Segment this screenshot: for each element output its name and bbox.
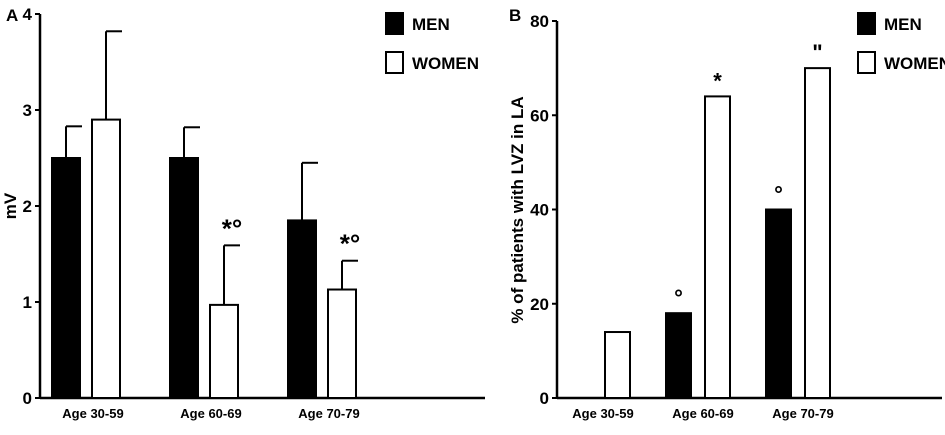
significance-marker: *° bbox=[222, 213, 243, 243]
y-tick-label: 40 bbox=[530, 201, 549, 220]
legend-swatch-women bbox=[857, 51, 876, 74]
x-tick-label: Age 60-69 bbox=[672, 406, 733, 421]
x-tick-label: Age 70-79 bbox=[772, 406, 833, 421]
y-tick-label: 2 bbox=[23, 197, 32, 216]
legend-label-women: WOMEN bbox=[412, 54, 479, 73]
legend-label-women: WOMEN bbox=[884, 54, 945, 73]
significance-marker: ° bbox=[674, 285, 683, 310]
bar-men bbox=[51, 157, 81, 399]
bar-men bbox=[169, 157, 199, 399]
legend-swatch-men bbox=[857, 12, 876, 35]
y-tick-label: 0 bbox=[540, 389, 549, 408]
y-tick-label: 80 bbox=[530, 12, 549, 31]
bar-women bbox=[327, 288, 357, 399]
y-tick-label: 4 bbox=[23, 5, 33, 24]
bar-men bbox=[765, 208, 792, 399]
legend-swatch-men bbox=[385, 12, 404, 35]
significance-marker: ° bbox=[774, 182, 783, 207]
bar-women bbox=[209, 303, 239, 400]
bar-women bbox=[91, 118, 121, 399]
bar-women bbox=[704, 95, 731, 400]
bar-women bbox=[804, 67, 831, 399]
x-tick-label: Age 30-59 bbox=[572, 406, 633, 421]
panel-letter: A bbox=[6, 6, 18, 25]
bar-men bbox=[287, 219, 317, 399]
chart-panel-b: B 0 20 40 60 80 % of patients with LVZ in LA Ag… bbox=[508, 6, 945, 421]
y-axis-label: mV bbox=[1, 192, 20, 219]
bar-men bbox=[665, 312, 692, 399]
y-tick-label: 0 bbox=[23, 389, 32, 408]
legend-label-men: MEN bbox=[412, 15, 450, 34]
y-tick-label: 3 bbox=[23, 101, 32, 120]
panel-letter: B bbox=[509, 6, 521, 25]
legend-label-men: MEN bbox=[884, 15, 922, 34]
y-axis-label: % of patients with LVZ in LA bbox=[508, 96, 527, 323]
chart-panel-a: A 0 1 2 3 4 mV Age 30-59 Age 60-69 Age 70-79 *° *° M… bbox=[1, 5, 485, 421]
significance-marker: " bbox=[812, 40, 822, 65]
y-tick-label: 60 bbox=[530, 106, 549, 125]
significance-marker: * bbox=[713, 68, 722, 93]
bar-women bbox=[604, 331, 631, 399]
y-tick-label: 20 bbox=[530, 295, 549, 314]
x-tick-label: Age 30-59 bbox=[62, 406, 123, 421]
significance-marker: *° bbox=[340, 229, 361, 259]
x-tick-label: Age 60-69 bbox=[180, 406, 241, 421]
y-tick-label: 1 bbox=[23, 293, 32, 312]
legend-swatch-women bbox=[385, 51, 404, 74]
x-tick-label: Age 70-79 bbox=[298, 406, 359, 421]
